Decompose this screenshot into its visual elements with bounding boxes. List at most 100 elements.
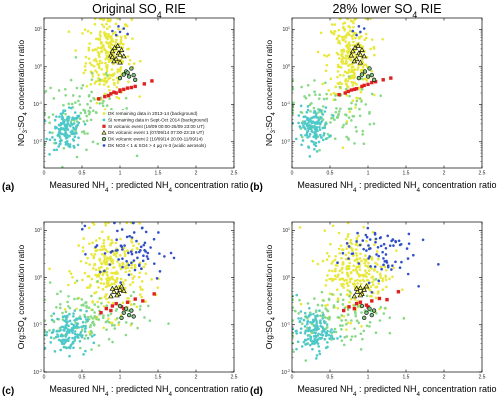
point-dk_bg [107, 317, 110, 321]
point-dk_volc1 [109, 285, 116, 291]
point-dk_bg [379, 265, 383, 268]
point-dk_bg [352, 44, 355, 47]
point-green_bg [322, 97, 326, 101]
point-green_bg [357, 321, 361, 325]
point-dk_bg [341, 62, 344, 65]
point-dk_bg [107, 237, 110, 241]
point-green_bg [100, 301, 103, 305]
point-dk_bg [344, 253, 348, 257]
point-green_bg [101, 101, 104, 105]
point-si_bg [318, 309, 321, 313]
x-tick-label: 0.5 [327, 375, 334, 381]
point-si_bg [65, 346, 68, 350]
point-green_bg [306, 302, 310, 305]
point-dk_bg [106, 267, 109, 270]
point-dk_volc2 [117, 303, 123, 309]
point-dk_acidic [127, 263, 131, 267]
point-dk_bg [94, 80, 98, 84]
point-dk_bg [98, 38, 102, 42]
point-dk_bg [367, 272, 371, 276]
point-dk_volc2 [121, 72, 126, 77]
legend-marker-dk_acidic [102, 144, 106, 147]
point-dk_acidic [347, 257, 350, 260]
point-green_bg [91, 109, 95, 113]
panel-a: 0 0.5 1 1.5 2 2.5 10-2 10-1 100 101 Measured NH4 :… [2, 17, 249, 194]
point-si_bg [63, 326, 67, 330]
point-dk_bg [384, 268, 388, 272]
point-dk_acidic [141, 226, 144, 230]
point-dk_acidic [113, 222, 116, 225]
point-si_bg [82, 353, 85, 356]
point-green_bg [344, 87, 348, 91]
point-si_bg [53, 350, 57, 353]
point-green_bg [358, 107, 361, 111]
point-dk_bg [92, 256, 96, 260]
point-dk_acidic [120, 228, 124, 231]
point-dk_bg [115, 276, 119, 280]
point-dk_bg [364, 32, 368, 36]
point-si_bg [52, 148, 56, 152]
point-si_bg [309, 339, 313, 342]
point-green_bg [314, 93, 317, 96]
point-si_bg [66, 328, 70, 332]
point-green_bg [292, 294, 295, 298]
point-dk_bg [356, 66, 360, 69]
point-dk_bg [95, 273, 99, 277]
point-dk_bg [364, 254, 367, 257]
point-si_volc [112, 90, 116, 94]
point-si_bg [83, 315, 87, 319]
point-dk_bg [355, 242, 358, 245]
point-dk_bg [365, 79, 369, 82]
point-dk_acidic [138, 263, 141, 266]
point-si_bg [322, 131, 326, 135]
point-green_bg [348, 290, 352, 293]
point-si_bg [296, 340, 300, 344]
point-green_bg [298, 298, 301, 302]
point-si_volc [354, 87, 359, 91]
x-tick-label: 2.5 [231, 375, 238, 381]
point-green_bg [143, 316, 146, 319]
point-si_bg [60, 139, 63, 142]
point-dk_bg [111, 301, 115, 305]
point-dk_bg [84, 68, 87, 72]
point-dk_acidic [169, 251, 173, 255]
point-dk_bg [98, 259, 102, 262]
point-si_bg [315, 120, 318, 124]
point-dk_bg [370, 294, 373, 298]
point-dk_bg [337, 273, 340, 277]
point-green_bg [88, 333, 92, 336]
point-dk_bg [110, 321, 114, 325]
point-dk_bg [345, 62, 348, 65]
point-si_bg [67, 336, 71, 340]
point-dk_bg [123, 250, 126, 253]
point-dk_bg [353, 68, 356, 72]
point-green_bg [113, 327, 117, 330]
point-dk_bg [89, 31, 93, 35]
point-dk_bg [117, 323, 120, 327]
point-si_bg [67, 346, 70, 349]
point-si_bg [308, 313, 311, 317]
point-dk_acidic [398, 266, 402, 270]
point-green_bg [297, 312, 300, 315]
point-dk_acidic [384, 246, 388, 250]
point-dk_acidic [357, 262, 361, 265]
legend-marker-dk_volc1 [101, 129, 107, 135]
point-dk_bg [106, 263, 110, 266]
point-si_bg [313, 338, 317, 341]
point-dk_bg [347, 41, 351, 45]
point-dk_bg [124, 267, 127, 270]
point-si_bg [82, 324, 85, 328]
point-si_bg [70, 122, 73, 125]
point-dk_bg [352, 76, 356, 80]
y-tick-label: 101 [34, 26, 42, 33]
point-dk_bg [108, 35, 111, 38]
point-dk_bg [108, 284, 112, 287]
point-dk_bg [338, 73, 342, 77]
point-dk_bg [359, 90, 363, 94]
point-si_bg [309, 119, 312, 123]
point-green_bg [360, 100, 363, 103]
point-si_bg [71, 336, 74, 340]
point-dk_bg [344, 237, 348, 241]
point-si_bg [76, 123, 79, 127]
point-dk_bg [95, 60, 98, 63]
